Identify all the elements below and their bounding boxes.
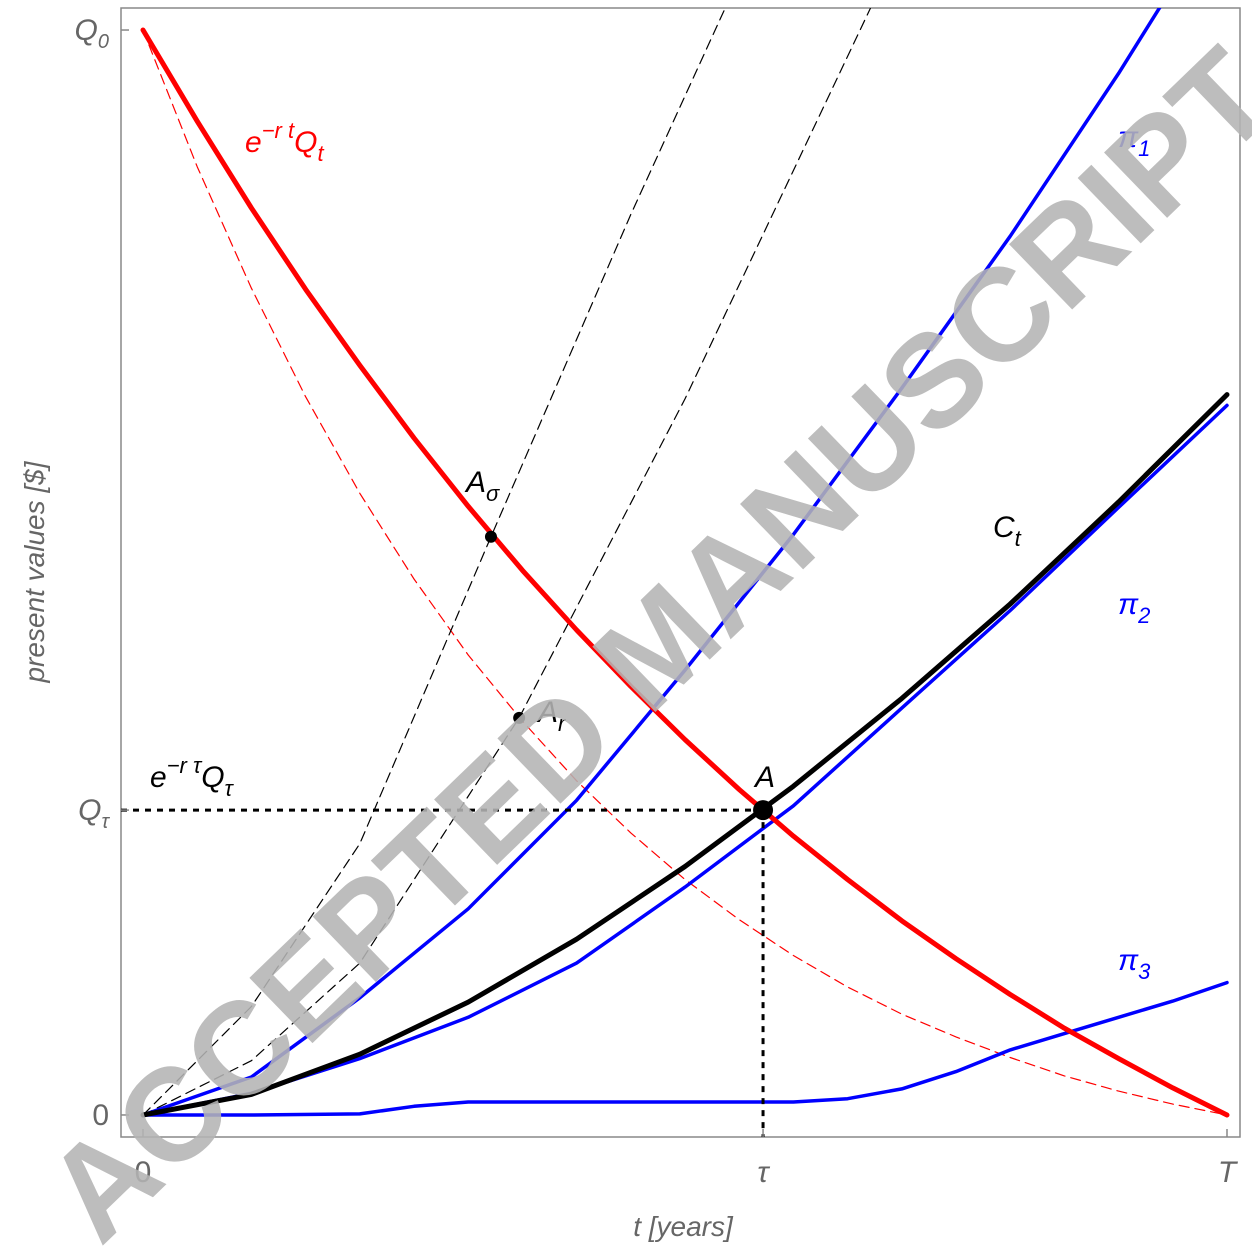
annotation-part: Q	[201, 761, 224, 794]
annotation: A	[753, 761, 775, 794]
annotation: π3	[1118, 944, 1151, 984]
annotation-part: t	[317, 141, 324, 166]
annotation-part: −r τ	[167, 753, 203, 778]
curve	[140, 392, 1230, 1118]
curve	[141, 8, 1162, 1117]
annotation-part: −r t	[262, 118, 295, 143]
y-tick-label: Q0	[75, 14, 109, 53]
annotation: π1	[1118, 121, 1150, 161]
annotation: Aσ	[464, 466, 500, 506]
annotation-part: C	[993, 511, 1015, 544]
y-tick-label: Qτ	[78, 794, 110, 833]
annotation: π2	[1118, 588, 1150, 628]
point	[513, 711, 526, 724]
annotation-part: A	[536, 696, 558, 729]
tick-label-main: Q	[78, 794, 101, 827]
curve	[141, 980, 1229, 1117]
tick-label-main: Q	[75, 14, 98, 47]
dashed-curve	[142, 8, 871, 1116]
annotation-part: e	[245, 126, 262, 159]
plot-frame	[120, 7, 1241, 1138]
annotation-part: r	[558, 711, 567, 736]
annotation-part: τ	[225, 776, 235, 801]
annotation-part: t	[1015, 526, 1022, 551]
plot-area	[140, 8, 1230, 1118]
dashed-curve	[142, 29, 1228, 1116]
annotation: e−r τQτ	[150, 753, 235, 801]
curve	[140, 27, 1230, 1118]
tick-label-sub: 0	[98, 31, 109, 53]
annotation: Ar	[536, 696, 567, 736]
annotation-part: π	[1118, 121, 1139, 154]
annotation-part: π	[1118, 588, 1139, 621]
annotation-part: A	[753, 761, 775, 794]
point	[753, 800, 774, 821]
annotation: Ct	[993, 511, 1022, 551]
tick-label-sub: τ	[102, 811, 111, 833]
x-axis-title: t [years]	[633, 1211, 734, 1242]
y-tick-label: 0	[92, 1099, 109, 1132]
annotation-part: σ	[486, 481, 500, 506]
annotation: e−r tQt	[245, 118, 324, 166]
point	[484, 530, 497, 543]
annotation-part: 1	[1138, 136, 1150, 161]
y-axis-title: present values [$]	[19, 460, 50, 683]
annotation-part: π	[1118, 944, 1139, 977]
annotation-part: A	[464, 466, 486, 499]
x-tick-label: T	[1218, 1156, 1239, 1189]
x-tick-label: 0	[135, 1156, 152, 1189]
x-tick-label: τ	[757, 1156, 770, 1189]
dashed-curve	[142, 8, 726, 1116]
annotation-part: 3	[1138, 959, 1151, 984]
annotation-part: e	[150, 761, 167, 794]
annotation-part: Q	[294, 126, 317, 159]
annotation-part: 2	[1137, 603, 1150, 628]
